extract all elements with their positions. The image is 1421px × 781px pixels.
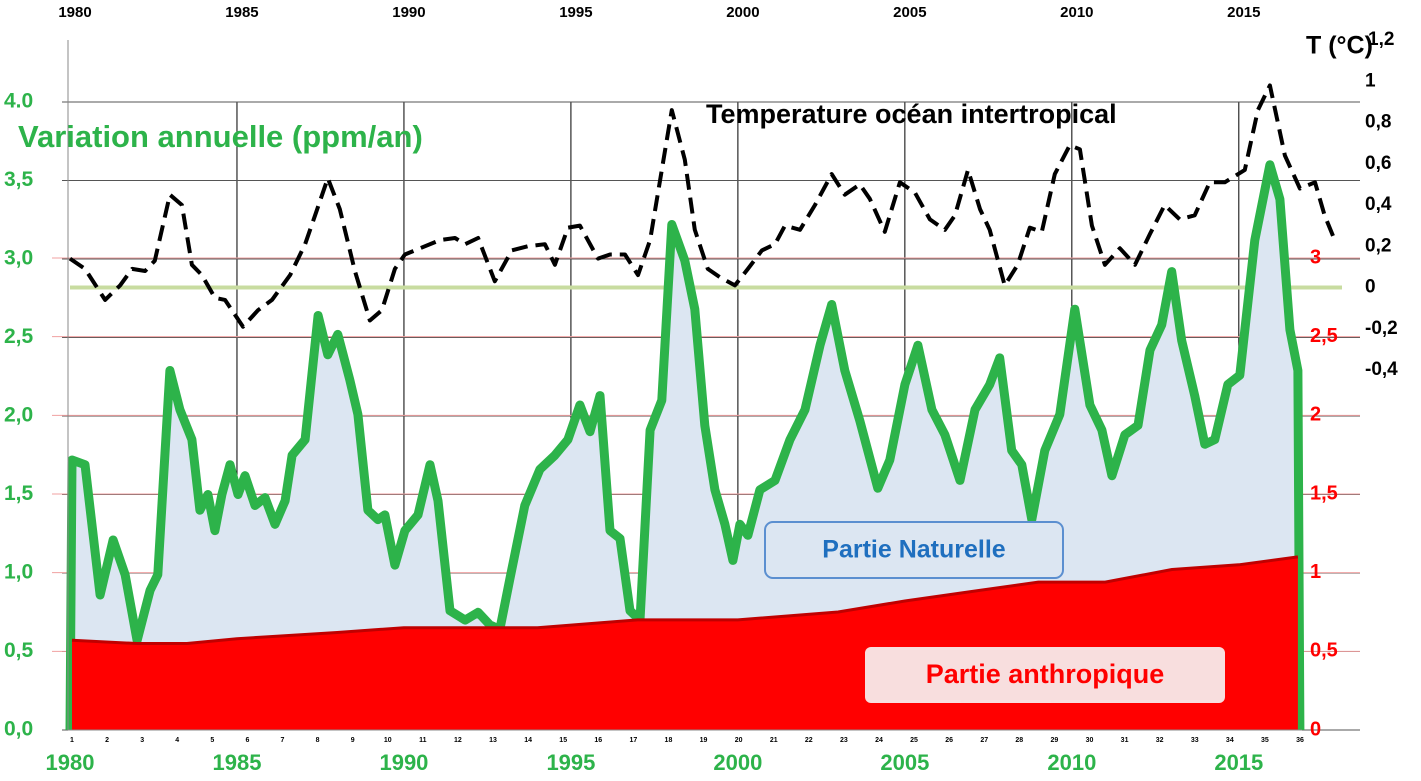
top-x-tick-label: 2015 (1227, 4, 1260, 21)
index-label: 9 (351, 737, 355, 744)
y3-tick-label: 0,2 (1365, 235, 1391, 256)
index-label: 3 (140, 737, 144, 744)
y2-tick-label: 3 (1310, 246, 1321, 268)
top-x-tick-label: 2000 (726, 4, 759, 21)
y3-tick-label: 1,2 (1368, 29, 1394, 50)
series-label: Partie anthropique (926, 659, 1165, 689)
index-label: 30 (1086, 737, 1094, 744)
index-label: 34 (1226, 737, 1234, 744)
labels: 1980198019851985199019901995199520002000… (4, 4, 1398, 775)
index-label: 27 (980, 737, 988, 744)
y2-tick-label: 1 (1310, 561, 1321, 583)
index-label: 12 (454, 737, 462, 744)
top-x-tick-label: 1980 (58, 4, 91, 21)
x-tick-label: 2015 (1214, 750, 1263, 775)
index-label: 23 (840, 737, 848, 744)
top-x-tick-label: 1995 (559, 4, 592, 21)
y2-tick-label: 0 (1310, 718, 1321, 740)
index-label: 8 (316, 737, 320, 744)
y2-tick-label: 0,5 (1310, 640, 1338, 662)
series-label: Variation annuelle (ppm/an) (18, 119, 423, 154)
index-label: 4 (175, 737, 179, 744)
top-x-tick-label: 2005 (893, 4, 926, 21)
series-label: Temperature océan intertropical (706, 99, 1117, 129)
index-label: 7 (281, 737, 285, 744)
index-label: 19 (700, 737, 708, 744)
y3-axis-label: T (°C) (1306, 32, 1373, 60)
y-tick-label: 0,0 (4, 718, 33, 741)
y3-tick-label: 0,8 (1365, 112, 1391, 133)
index-label: 36 (1296, 737, 1304, 744)
index-label: 1 (70, 737, 74, 744)
index-label: 29 (1051, 737, 1059, 744)
y-tick-label: 3,0 (4, 247, 33, 270)
y3-tick-label: 1 (1365, 70, 1376, 91)
top-x-tick-label: 1985 (225, 4, 258, 21)
top-x-tick-label: 1990 (392, 4, 425, 21)
y2-tick-label: 2 (1310, 404, 1321, 426)
index-label: 21 (770, 737, 778, 744)
x-tick-label: 2000 (713, 750, 762, 775)
index-label: 18 (665, 737, 673, 744)
index-label: 22 (805, 737, 813, 744)
y2-tick-label: 2,5 (1310, 325, 1338, 347)
y-tick-label: 3,5 (4, 168, 34, 191)
x-tick-label: 1990 (379, 750, 428, 775)
series-line (68, 83, 1337, 329)
y3-tick-label: 0 (1365, 277, 1376, 298)
y-tick-label: 4.0 (4, 90, 33, 113)
x-tick-label: 1995 (546, 750, 595, 775)
index-label: 15 (559, 737, 567, 744)
y3-tick-label: 0,6 (1365, 153, 1391, 174)
annotation: Partie Naturelle (822, 536, 1006, 564)
x-tick-label: 1980 (46, 750, 95, 775)
x-tick-label: 2005 (880, 750, 929, 775)
annotation-box (764, 521, 1064, 579)
index-label: 5 (210, 737, 214, 744)
y2-tick-label: 1,5 (1310, 482, 1338, 504)
index-label: 17 (629, 737, 637, 744)
y-tick-label: 2,0 (4, 404, 33, 427)
index-label: 33 (1191, 737, 1199, 744)
y-tick-label: 1,0 (4, 561, 33, 584)
x-tick-label: 1985 (212, 750, 261, 775)
annotation-box (865, 647, 1225, 703)
index-label: 2 (105, 737, 109, 744)
y3-tick-label: 0,4 (1365, 194, 1392, 215)
index-label: 6 (245, 737, 249, 744)
series-line (71, 555, 1299, 645)
series-line (65, 160, 1305, 731)
index-label: 25 (910, 737, 918, 744)
index-label: 28 (1015, 737, 1023, 744)
index-label: 16 (594, 737, 602, 744)
index-label: 24 (875, 737, 883, 744)
index-label: 31 (1121, 737, 1129, 744)
y-tick-label: 0,5 (4, 639, 34, 662)
index-label: 10 (384, 737, 392, 744)
index-label: 20 (735, 737, 743, 744)
y3-tick-label: -0,4 (1365, 359, 1398, 380)
top-x-tick-label: 2010 (1060, 4, 1093, 21)
index-label: 11 (419, 737, 427, 744)
y-tick-label: 1,5 (4, 482, 34, 505)
index-label: 35 (1261, 737, 1269, 744)
x-tick-label: 2010 (1047, 750, 1096, 775)
index-label: 26 (945, 737, 953, 744)
index-label: 14 (524, 737, 532, 744)
y3-tick-label: -0,2 (1365, 318, 1398, 339)
y-tick-label: 2,5 (4, 325, 34, 348)
index-label: 32 (1156, 737, 1164, 744)
index-label: 13 (489, 737, 497, 744)
